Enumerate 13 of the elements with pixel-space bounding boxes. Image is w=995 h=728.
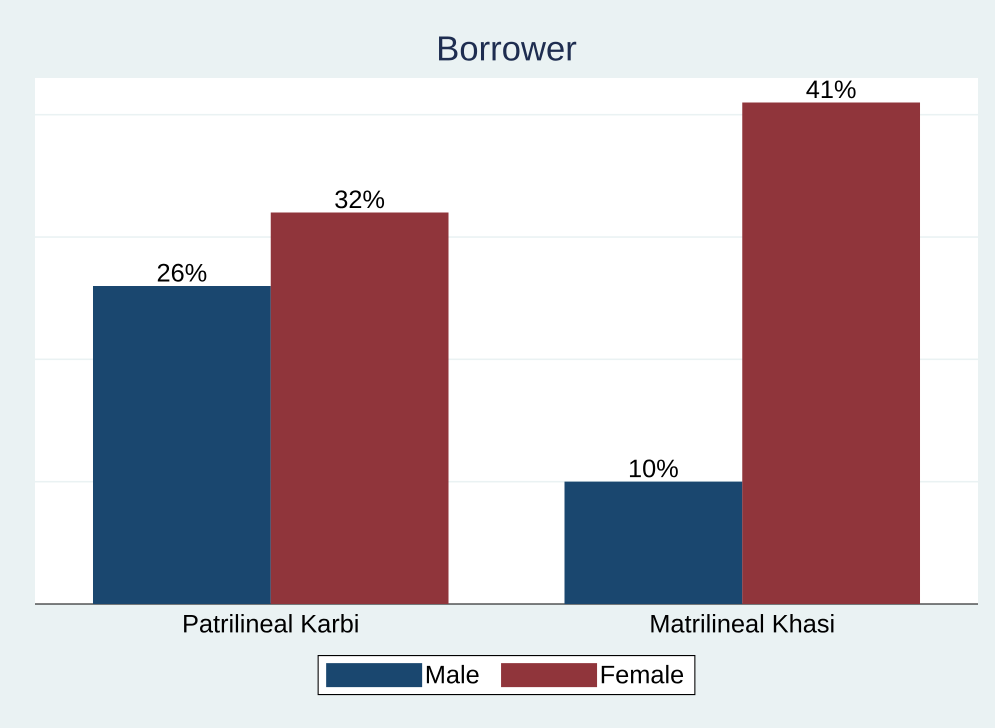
data-label: 26% [158, 264, 206, 282]
legend-label: Female [602, 664, 684, 684]
legend-label: Male [426, 664, 479, 684]
chart-title: Borrower [439, 36, 576, 61]
x-tick-label: Matrilineal Khasi [651, 614, 834, 633]
bar [270, 212, 449, 604]
x-tick-label: Patrilineal Karbi [184, 614, 358, 633]
bar [92, 286, 271, 604]
data-label: 41% [806, 80, 856, 98]
bar [564, 482, 742, 604]
data-label: 32% [335, 190, 384, 208]
data-label: 10% [630, 459, 678, 478]
bar [742, 102, 920, 604]
